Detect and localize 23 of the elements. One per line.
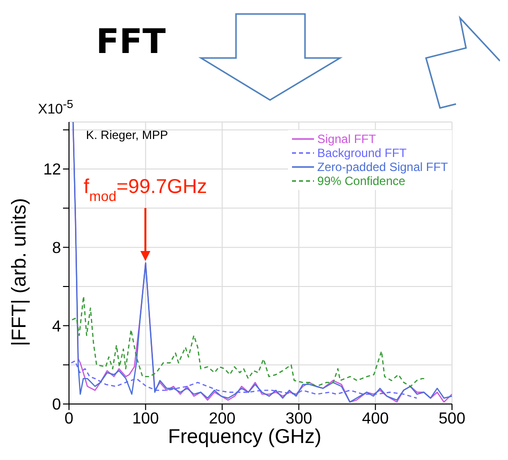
legend-label: Zero-padded Signal FFT (316, 160, 448, 174)
y-tick-label: 8 (52, 240, 62, 258)
x-tick-label: 200 (208, 410, 236, 428)
x-tick-label: 400 (362, 410, 389, 428)
line-series (70, 360, 418, 399)
x-tick-label: 500 (438, 410, 466, 428)
x-tick-label: 0 (64, 410, 74, 428)
x-tick-label: 100 (132, 410, 160, 428)
line-series (71, 296, 426, 387)
annotation: K. Rieger, MPP (86, 128, 168, 142)
x-axis-title: Frequency (GHz) (168, 426, 322, 449)
y-tick-label: 4 (52, 318, 62, 336)
annotation: f$_{mod}$=99.7GHz (84, 176, 208, 204)
line-series (72, 122, 452, 403)
text: X10$^{-5}$ (38, 98, 74, 117)
y-tick-label: 12 (43, 162, 62, 179)
legend-label: 99% Confidence (316, 174, 406, 188)
x-tick-label: 300 (285, 410, 312, 428)
y-tick-label: 0 (52, 396, 62, 414)
legend-label: Background FFT (316, 146, 408, 160)
chart-title: FFT (96, 22, 166, 62)
legend-label: Signal FFT (316, 132, 377, 146)
y-axis-title: |FFT| (arb. units) (8, 198, 32, 346)
